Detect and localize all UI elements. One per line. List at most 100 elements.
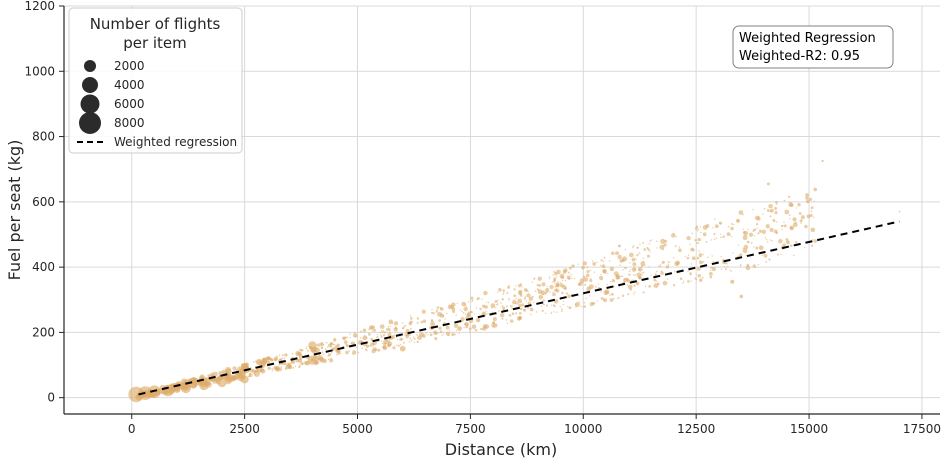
scatter-point (687, 280, 690, 283)
scatter-point (650, 274, 652, 276)
scatter-point (695, 226, 698, 230)
scatter-point (780, 253, 782, 255)
scatter-point (292, 367, 295, 369)
scatter-point (648, 266, 650, 268)
scatter-point (518, 304, 522, 308)
scatter-point (541, 309, 544, 312)
scatter-point (755, 222, 759, 226)
scatter-point (437, 332, 439, 334)
scatter-point (586, 266, 589, 269)
scatter-point (410, 317, 413, 320)
scatter-point (627, 279, 631, 283)
scatter-point (567, 306, 569, 308)
scatter-point (642, 271, 645, 274)
scatter-point (240, 370, 244, 374)
scatter-point (505, 319, 508, 321)
scatter-point (477, 297, 480, 300)
scatter-point (757, 263, 760, 266)
regression-annotation: Weighted Regression Weighted-R2: 0.95 (732, 25, 894, 69)
scatter-point (560, 282, 562, 284)
scatter-point (435, 309, 439, 312)
scatter-point (482, 328, 484, 330)
scatter-point (562, 300, 565, 303)
y-tick-label: 0 (47, 391, 55, 405)
scatter-point (499, 312, 505, 318)
scatter-point (592, 260, 594, 262)
legend-title-line1: Number of flights (90, 15, 221, 33)
scatter-point (507, 285, 511, 289)
scatter-point (320, 355, 323, 357)
scatter-point (256, 369, 259, 372)
scatter-point (408, 341, 411, 343)
scatter-point (778, 238, 783, 244)
scatter-point (687, 254, 690, 256)
scatter-point (365, 336, 367, 338)
scatter-point (577, 263, 579, 265)
scatter-point (438, 326, 442, 330)
scatter-point (535, 311, 538, 313)
scatter-point (416, 317, 420, 320)
y-tick-label: 400 (32, 260, 55, 274)
scatter-point (696, 241, 699, 245)
scatter-point (364, 348, 368, 351)
scatter-point (531, 295, 534, 298)
scatter-point (626, 284, 629, 286)
scatter-point (357, 351, 360, 354)
scatter-point (627, 293, 630, 296)
scatter-point (633, 274, 635, 277)
scatter-point (603, 256, 606, 259)
scatter-point (349, 337, 351, 339)
scatter-point (524, 295, 527, 297)
scatter-point (366, 350, 368, 352)
scatter-point (788, 202, 793, 207)
scatter-point (623, 281, 626, 284)
scatter-point (709, 272, 713, 276)
scatter-point (712, 260, 714, 263)
scatter-point (707, 256, 709, 259)
scatter-point-highlight (399, 345, 406, 352)
scatter-point (552, 291, 554, 294)
scatter-point (635, 258, 637, 260)
scatter-point (257, 362, 260, 364)
scatter-point (561, 291, 564, 294)
scatter-point (755, 246, 759, 250)
scatter-point (589, 269, 592, 272)
scatter-point (813, 187, 818, 192)
scatter-point (769, 239, 772, 241)
scatter-point (336, 354, 338, 356)
scatter-point (699, 226, 702, 228)
scatter-point (600, 296, 604, 300)
scatter-point (251, 369, 256, 374)
scatter-point (632, 246, 634, 249)
scatter-point (689, 272, 692, 275)
scatter-point (523, 297, 527, 300)
x-tick-label: 12500 (677, 422, 715, 436)
scatter-point (745, 265, 751, 271)
scatter-point (278, 363, 281, 366)
scatter-point (752, 230, 755, 233)
scatter-point (690, 263, 693, 265)
scatter-point (396, 328, 398, 330)
scatter-point (372, 347, 377, 351)
scatter-point (542, 299, 545, 302)
x-tick-label: 10000 (564, 422, 602, 436)
scatter-point (675, 245, 677, 247)
scatter-point (792, 254, 795, 257)
scatter-point-highlight (308, 341, 317, 350)
scatter-point (809, 197, 813, 201)
scatter-point (409, 315, 412, 317)
scatter-point (531, 281, 534, 283)
scatter-point (217, 372, 219, 374)
scatter-point (813, 239, 817, 243)
scatter-point (413, 341, 416, 344)
scatter-point (455, 314, 457, 316)
scatter-point (742, 235, 748, 241)
scatter-point (578, 301, 580, 303)
scatter-point (591, 302, 594, 304)
scatter-point (382, 345, 388, 351)
scatter-point (570, 274, 572, 276)
annotation-line1: Weighted Regression (739, 31, 876, 46)
scatter-point (380, 340, 383, 342)
scatter-point (810, 227, 816, 233)
scatter-point (503, 292, 505, 294)
